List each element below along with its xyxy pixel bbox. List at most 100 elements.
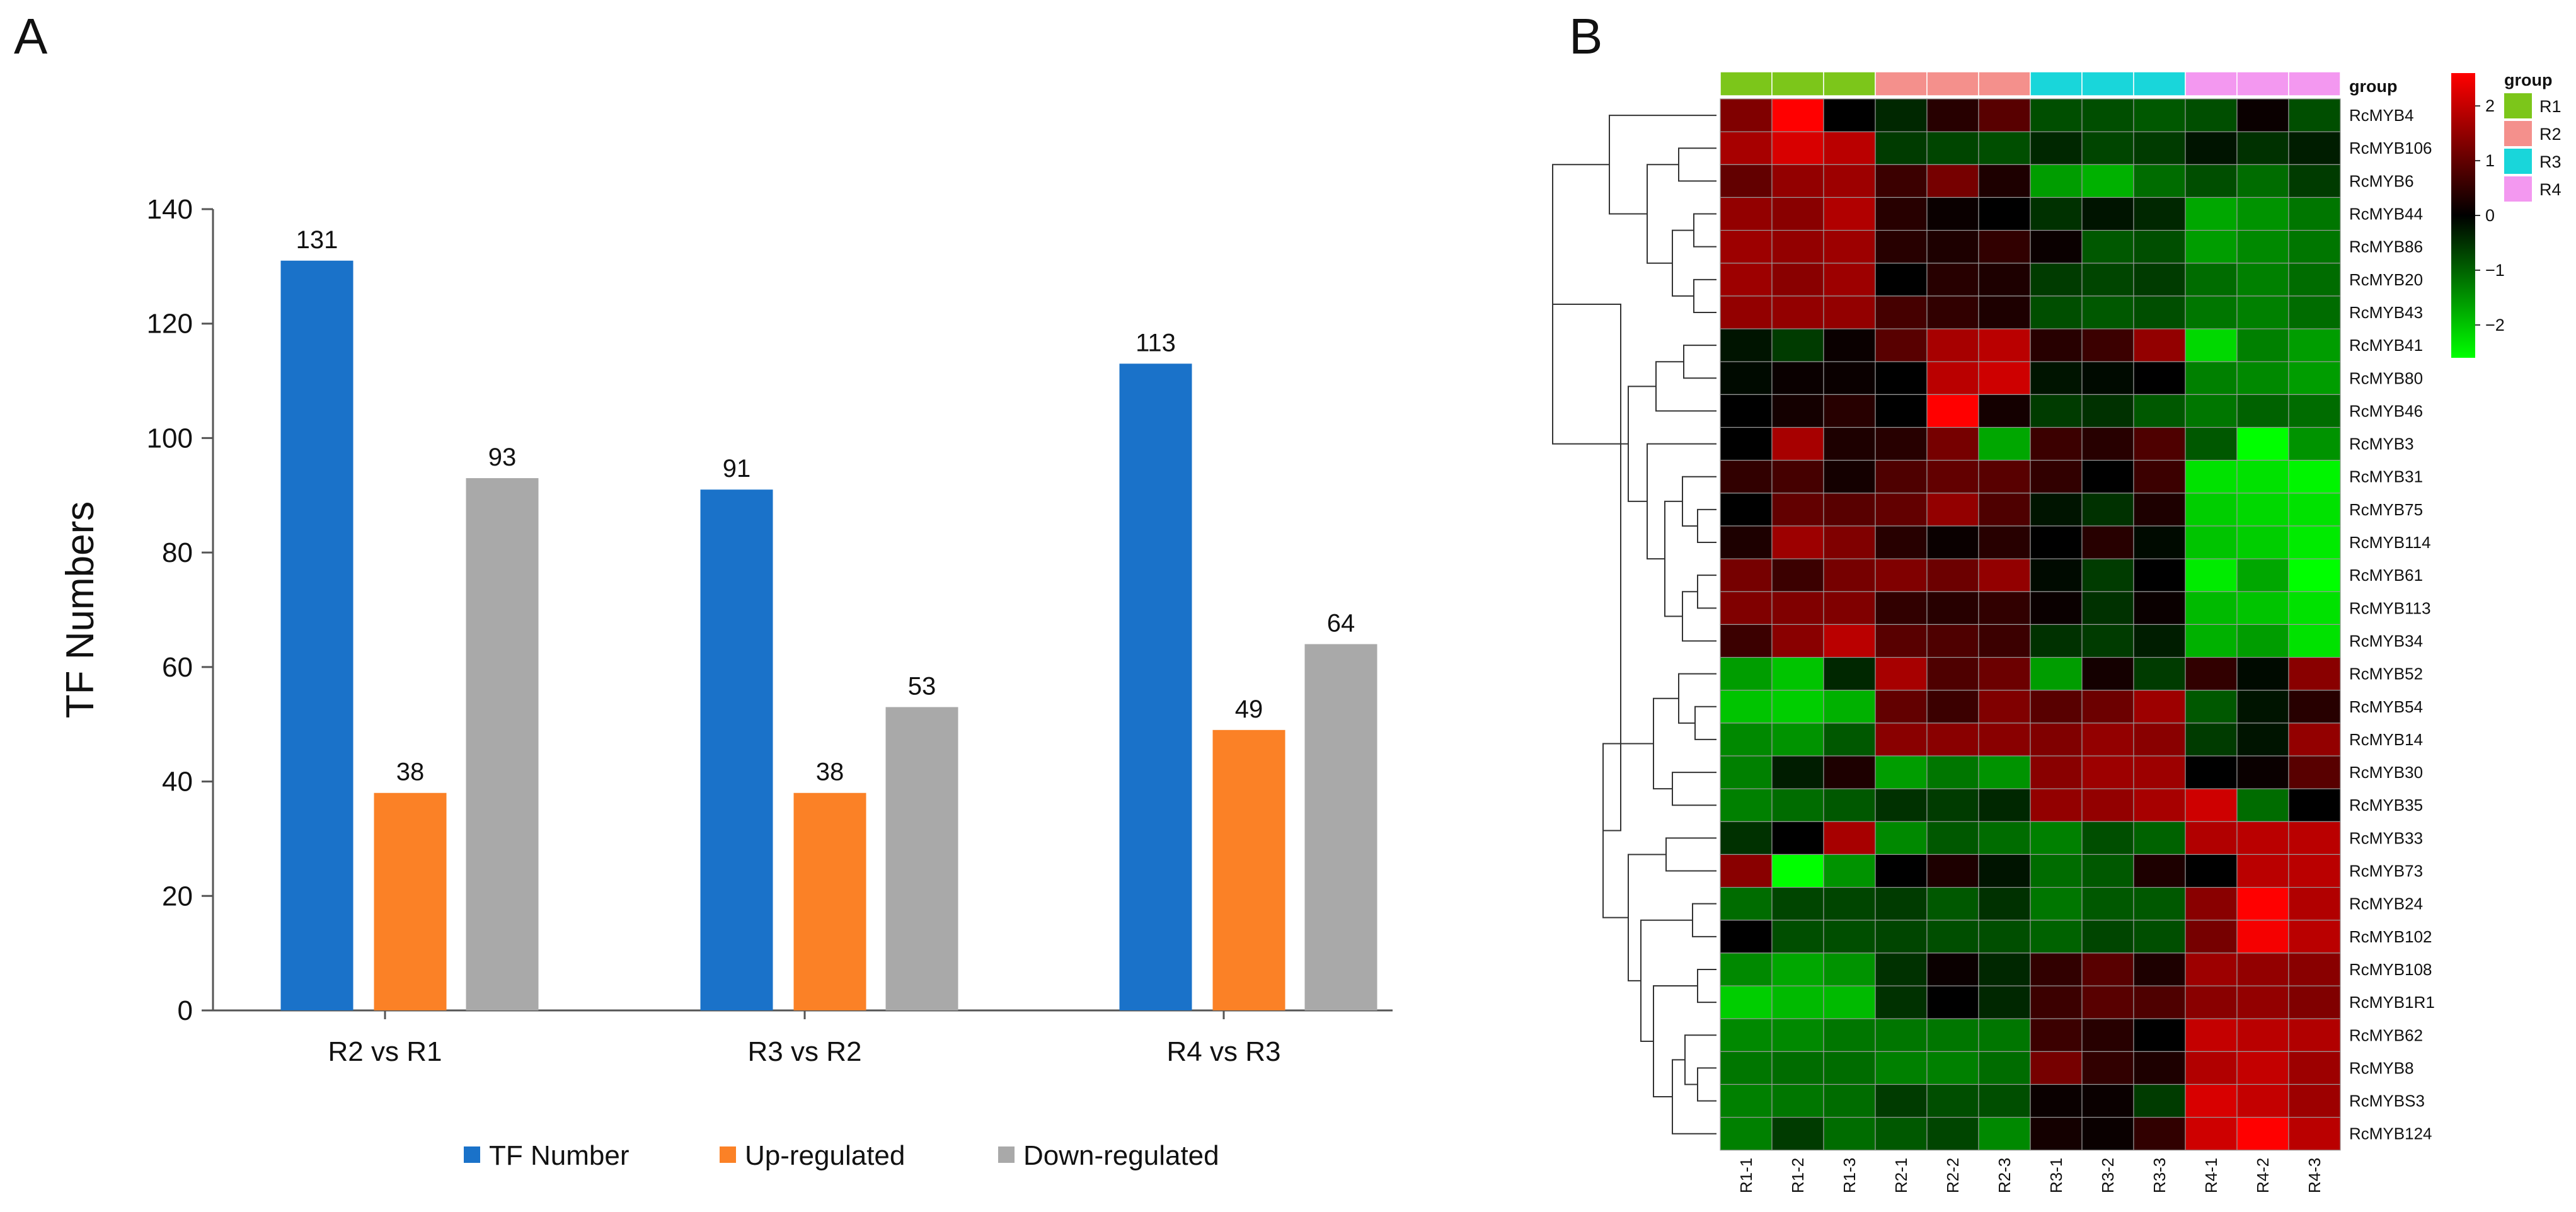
heatmap-cell [2030,525,2083,559]
heatmap-cell [2133,656,2186,691]
heatmap-cell [1875,624,1928,658]
data-label: 38 [396,758,425,786]
heatmap-cell [1771,263,1824,297]
heatmap-cell [1823,854,1876,888]
column-label: R2-1 [1892,1158,1911,1193]
heatmap-cell [2236,788,2289,822]
bar-up-regulated-1 [374,792,447,1010]
heatmap-cell [1823,755,1876,789]
legend-swatch [998,1146,1015,1163]
heatmap-cell [2236,886,2289,921]
x-tick-label: R2 vs R1 [328,1036,442,1067]
heatmap-cell [1823,394,1876,428]
dendrogram-branch [1697,508,1716,544]
heatmap-cell [2185,1083,2238,1118]
heatmap-cell [2030,1051,2083,1085]
heatmap-cell [1771,328,1824,362]
heatmap-cell [1823,295,1876,329]
heatmap-cell [2133,295,2186,329]
row-label: RcMYB3 [2349,435,2414,454]
heatmap-cell [1771,230,1824,264]
heatmap-cell [1720,1083,1773,1118]
bar-chart: 0 20 40 60 80 100 120 140 TF Numbers 131 38 93 R2 vs… [59,194,1393,1171]
heatmap-cell [2288,886,2341,921]
heatmap-cell [2236,394,2289,428]
heatmap-cell [1926,656,1979,691]
heatmap-cell [1978,591,2031,626]
heatmap-cell [1823,656,1876,691]
heatmap-cell [2030,263,2083,297]
heatmap-cell [1875,920,1928,954]
data-label: 131 [296,226,338,254]
row-label: RcMYB75 [2349,500,2423,519]
heatmap-cell [2030,1018,2083,1052]
heatmap-cell [1720,328,1773,362]
heatmap-cell [1875,1083,1928,1118]
heatmap-cell [2081,690,2134,724]
heatmap-cell [1720,656,1773,691]
heatmap-cell [2133,723,2186,757]
heatmap-cell [2133,920,2186,954]
heatmap-cell [2185,755,2238,789]
heatmap-cell [1926,197,1979,231]
dendrogram-branch [1682,591,1716,642]
heatmap-cell [1978,788,2031,822]
heatmap-cell [1978,98,2031,132]
heatmap-cell [1926,854,1979,888]
bar-tf-number-1 [280,260,354,1010]
heatmap-cell [2236,755,2289,789]
heatmap-cell [2133,886,2186,921]
colorbar-tick-label: 2 [2485,96,2495,115]
dendrogram-branch [1692,903,1716,937]
legend-label: Up-regulated [745,1140,905,1171]
heatmap-cell [1771,1051,1824,1085]
heatmap-cell [1875,1018,1928,1052]
heatmap-cell [2030,591,2083,626]
heatmap-cell [1978,197,2031,231]
heatmap-cell [1875,394,1928,428]
heatmap-cell [1823,98,1876,132]
heatmap-cell [2288,295,2341,329]
heatmap-cell [1978,985,2031,1019]
heatmap-cell [1771,591,1824,626]
heatmap-cell [2133,952,2186,986]
group-annotation-cell [2133,71,2186,96]
dendrogram-branch [1628,854,1666,981]
heatmap-cell [1926,493,1979,527]
heatmap-cell [1926,558,1979,592]
group-legend-label: R4 [2539,180,2562,199]
heatmap-cell [2030,394,2083,428]
row-label: RcMYB24 [2349,895,2423,913]
heatmap-cell [2236,164,2289,198]
heatmap-cell [2081,263,2134,297]
heatmap-cell [1823,690,1876,724]
heatmap-cell [2133,493,2186,527]
heatmap-cell [2236,197,2289,231]
row-label: RcMYB106 [2349,139,2432,157]
heatmap-cell [1926,426,1979,461]
heatmap-cell [2133,525,2186,559]
heatmap-cell [1720,426,1773,461]
heatmap-cell [2288,1083,2341,1118]
column-label: R4-1 [2202,1158,2221,1193]
heatmap-cell [1926,460,1979,494]
row-label: RcMYB108 [2349,960,2432,979]
y-tick-label: 140 [147,194,193,225]
heatmap-cell [1771,1117,1824,1151]
bar-tf-number-2 [700,489,773,1010]
heatmap-cell [2133,98,2186,132]
heatmap-cell [2288,197,2341,231]
heatmap-cell [1720,295,1773,329]
group-legend-label: R2 [2539,125,2562,144]
heatmap-cell [1978,656,2031,691]
heatmap-cell [2236,131,2289,165]
heatmap-cell [2081,361,2134,395]
heatmap-cell [2081,723,2134,757]
heatmap-cell [1823,591,1876,626]
column-label: R2-3 [1995,1158,2014,1193]
heatmap-cell [1823,426,1876,461]
heatmap-cell [1823,985,1876,1019]
heatmap-cell [2133,460,2186,494]
y-tick-label: 120 [147,309,193,340]
colorbar-tick-label: −1 [2485,261,2505,280]
